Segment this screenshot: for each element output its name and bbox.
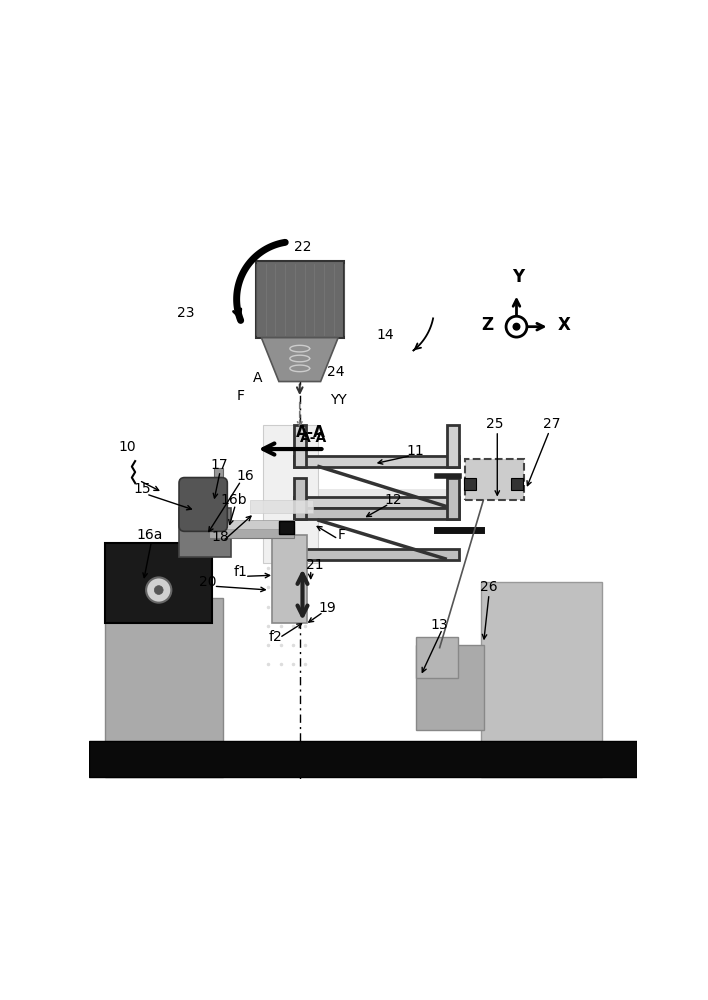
Text: 27: 27 xyxy=(544,417,561,431)
Bar xyxy=(465,459,524,500)
Circle shape xyxy=(154,586,163,594)
Text: 13: 13 xyxy=(431,618,448,632)
Text: Y: Y xyxy=(512,268,524,286)
Text: 14: 14 xyxy=(376,328,394,342)
Bar xyxy=(105,543,212,623)
Bar xyxy=(307,489,447,519)
Bar xyxy=(214,468,224,502)
FancyBboxPatch shape xyxy=(179,478,227,531)
Circle shape xyxy=(146,577,171,603)
Text: Z: Z xyxy=(481,316,493,334)
Text: A-A: A-A xyxy=(300,431,327,445)
Bar xyxy=(511,478,523,490)
Text: X: X xyxy=(558,316,571,334)
Text: A-A: A-A xyxy=(296,425,326,440)
Bar xyxy=(307,436,447,467)
Bar xyxy=(295,508,459,519)
Text: F: F xyxy=(237,389,245,403)
Bar xyxy=(447,478,459,519)
Text: 15: 15 xyxy=(134,482,151,496)
Bar xyxy=(210,520,295,529)
Text: f1: f1 xyxy=(234,565,248,579)
Bar xyxy=(88,741,637,777)
Text: 20: 20 xyxy=(200,575,217,589)
Text: 16: 16 xyxy=(236,469,253,483)
Text: 21: 21 xyxy=(306,558,324,572)
Bar xyxy=(481,582,602,777)
Bar xyxy=(295,425,307,467)
Bar xyxy=(105,598,223,777)
Polygon shape xyxy=(261,338,338,382)
Text: 12: 12 xyxy=(384,493,402,507)
Bar xyxy=(464,478,476,490)
Bar xyxy=(295,456,459,467)
Bar xyxy=(179,508,232,557)
Bar xyxy=(272,535,307,623)
Text: 26: 26 xyxy=(480,580,498,594)
Text: 24: 24 xyxy=(326,365,344,379)
Text: 23: 23 xyxy=(178,306,195,320)
Text: 10: 10 xyxy=(118,440,136,454)
Bar xyxy=(416,637,458,678)
Bar xyxy=(263,425,318,563)
Bar xyxy=(256,261,343,338)
Text: F: F xyxy=(338,528,346,542)
Bar xyxy=(251,500,314,513)
Bar xyxy=(447,425,459,467)
Text: 22: 22 xyxy=(294,240,312,254)
Bar xyxy=(295,478,307,519)
Bar xyxy=(416,645,484,730)
Text: YY: YY xyxy=(330,393,346,407)
Text: A: A xyxy=(253,371,262,385)
Text: f2: f2 xyxy=(268,630,282,644)
Bar xyxy=(295,549,459,560)
Text: 19: 19 xyxy=(319,601,336,615)
Bar xyxy=(210,526,295,538)
Text: 16b: 16b xyxy=(221,493,247,507)
Text: 25: 25 xyxy=(486,417,503,431)
Text: 16a: 16a xyxy=(137,528,163,542)
Bar xyxy=(295,497,459,508)
Text: 18: 18 xyxy=(211,530,229,544)
Text: 17: 17 xyxy=(210,458,228,472)
Circle shape xyxy=(513,323,520,330)
Text: 11: 11 xyxy=(406,444,424,458)
Bar xyxy=(280,521,294,534)
Circle shape xyxy=(506,316,527,337)
